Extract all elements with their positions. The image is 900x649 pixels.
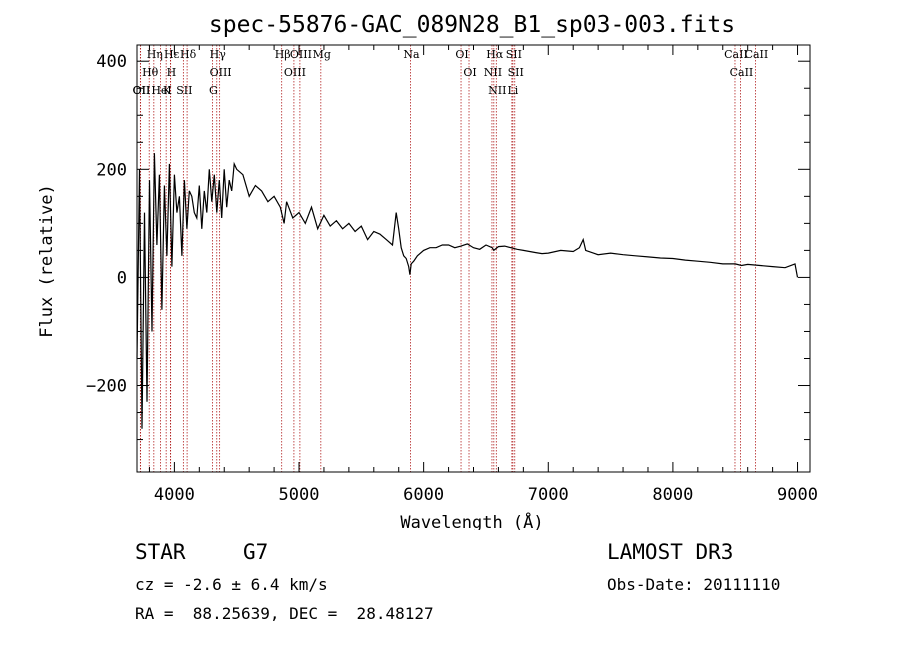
line-marker-label: Na	[403, 48, 420, 61]
line-marker-label: OIII	[290, 48, 312, 61]
line-marker-label: HeI	[151, 84, 171, 97]
line-marker-label: CaII	[745, 48, 769, 61]
spectrum-chart: spec-55876-GAC_089N28_B1_sp03-003.fits H…	[37, 12, 818, 530]
x-tick-label: 8000	[652, 485, 693, 505]
line-marker-label: G	[209, 84, 218, 97]
line-marker-label: Hε	[164, 48, 180, 61]
line-marker-label: SII	[506, 48, 522, 61]
survey-name: LAMOST DR3	[607, 540, 734, 564]
y-tick-label: −200	[86, 377, 127, 397]
line-marker-label: Li	[507, 84, 518, 97]
line-marker-label: OIII	[210, 66, 232, 79]
observation-date: Obs-Date: 20111110	[607, 575, 781, 594]
x-tick-label: 5000	[279, 485, 320, 505]
axis-ticks: 4000 5000 6000 7000 8000 9000 −200 0 200 400	[86, 45, 818, 505]
ra-dec: RA = 88.25639, DEC = 28.48127	[135, 604, 434, 623]
x-axis-label: Wavelength (Å)	[400, 511, 543, 530]
line-marker-label: Hβ	[275, 48, 291, 61]
object-subclass: G7	[243, 540, 269, 564]
line-marker-label: H	[167, 66, 177, 79]
line-marker-label: CaII	[724, 48, 748, 61]
line-marker-label: SII	[176, 84, 192, 97]
line-marker-label: OII	[133, 84, 151, 97]
object-class: STAR	[135, 540, 186, 564]
line-marker-label: NII	[488, 84, 506, 97]
line-marker-label: OIII	[284, 66, 306, 79]
line-marker-label: Hδ	[180, 48, 197, 61]
line-marker-label: Hη	[147, 48, 163, 61]
x-tick-label: 6000	[403, 485, 444, 505]
line-marker-label: OI	[455, 48, 468, 61]
line-marker-label: SII	[508, 66, 524, 79]
y-tick-label: 200	[96, 160, 127, 180]
plot-frame	[136, 44, 811, 473]
y-axis-label: Flux (relative)	[37, 184, 57, 338]
x-tick-label: 4000	[154, 485, 195, 505]
line-marker-label: CaII	[730, 66, 754, 79]
chart-title: spec-55876-GAC_089N28_B1_sp03-003.fits	[209, 12, 735, 38]
spectrum-line	[136, 153, 799, 429]
line-marker-label: Hθ	[142, 66, 159, 79]
line-marker-label: Hγ	[210, 48, 227, 61]
line-marker-label: K	[163, 84, 172, 97]
y-tick-label: 0	[117, 268, 127, 288]
redshift-cz: cz = -2.6 ± 6.4 km/s	[135, 575, 328, 594]
line-marker-label: NII	[484, 66, 502, 79]
x-tick-label: 9000	[777, 485, 818, 505]
line-marker-label: Mg	[313, 48, 331, 61]
line-marker-label: OI	[463, 66, 476, 79]
line-marker-label: Hα	[486, 48, 504, 61]
x-tick-label: 7000	[528, 485, 569, 505]
y-tick-label: 400	[96, 52, 127, 72]
